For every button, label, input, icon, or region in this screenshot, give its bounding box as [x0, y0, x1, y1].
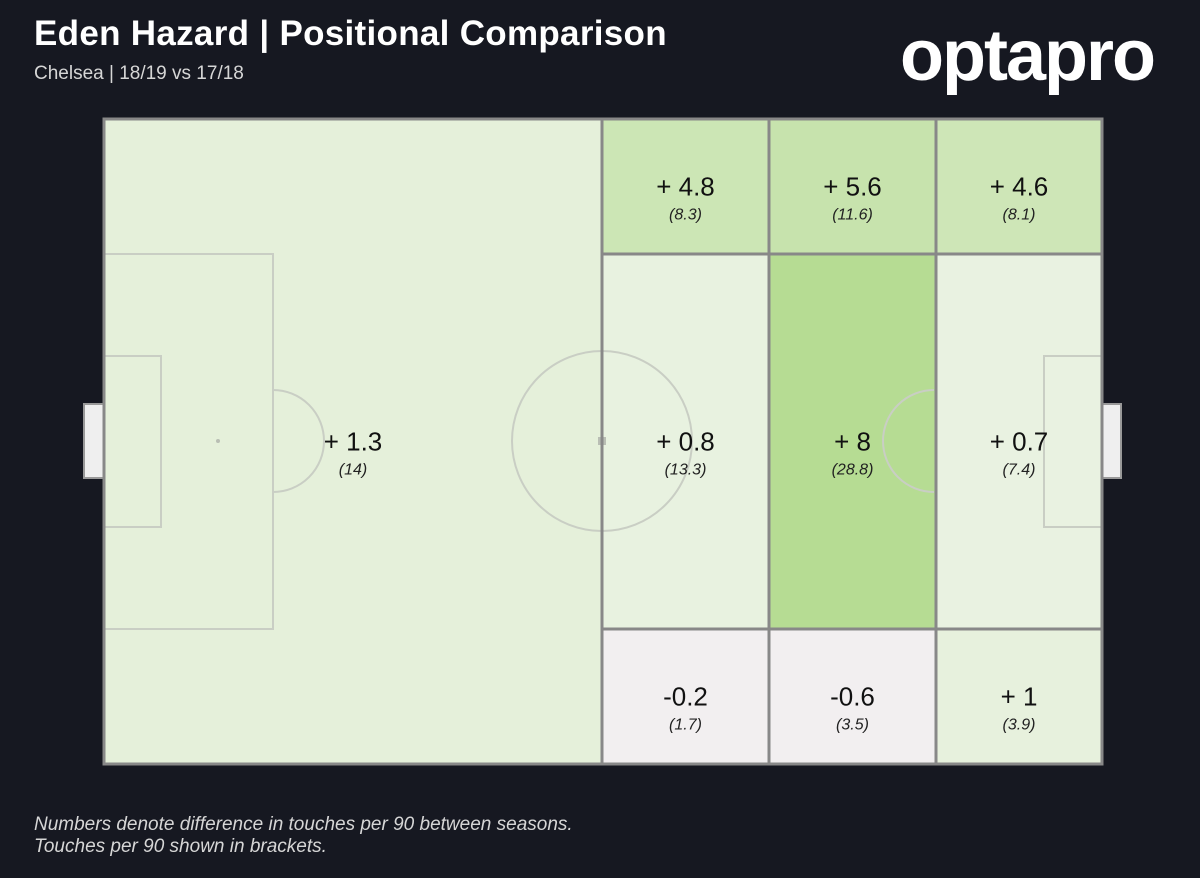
chart-subtitle: Chelsea | 18/19 vs 17/18 [34, 63, 244, 84]
zone-right-top [936, 119, 1102, 254]
left-penalty-spot [216, 439, 220, 443]
left-penalty-arc [272, 389, 325, 493]
zone-touches-left-mid-bottom: (1.7) [669, 717, 702, 734]
zone-touches-right-bottom: (3.9) [1003, 717, 1036, 734]
chart-title: Eden Hazard | Positional Comparison [34, 14, 667, 53]
zone-center-bottom [769, 629, 936, 764]
zone-touches-right-center: (7.4) [1003, 462, 1036, 479]
zone-left-mid-bottom [602, 629, 769, 764]
zone-right-center [936, 254, 1102, 629]
zone-value-left-mid-top: + 4.8 [656, 172, 715, 202]
left-goal [83, 403, 105, 479]
zone-value-right-top: + 4.6 [990, 172, 1049, 202]
zone-touches-center-bottom: (3.5) [836, 717, 869, 734]
zone-value-right-bottom: + 1 [1001, 682, 1038, 712]
zone-own-half [104, 119, 602, 764]
right-penalty-arc [882, 389, 935, 493]
zone-value-center-center: + 8 [834, 427, 871, 457]
footnote-line-1: Numbers denote difference in touches per… [34, 814, 573, 835]
zone-value-left-mid-bottom: -0.2 [663, 682, 708, 712]
optapro-logo: optapro [900, 16, 1156, 96]
zone-touches-left-mid-top: (8.3) [669, 207, 702, 224]
zone-value-right-center: + 0.7 [990, 427, 1049, 457]
zone-right-bottom [936, 629, 1102, 764]
right-goal [1101, 403, 1122, 479]
zone-center-top [769, 119, 936, 254]
zone-center-center [769, 254, 936, 629]
zone-value-left-mid-center: + 0.8 [656, 427, 715, 457]
zone-touches-center-top: (11.6) [832, 207, 873, 224]
zone-value-center-top: + 5.6 [823, 172, 882, 202]
zone-touches-right-top: (8.1) [1003, 207, 1036, 224]
zone-touches-own-half: (14) [339, 462, 367, 479]
labels-layer: + 1.3 (14) + 4.8 (8.3) + 5.6 (11.6) + 4.6 (8.1)… [324, 172, 1049, 734]
zone-touches-center-center: (28.8) [832, 462, 874, 479]
zone-touches-left-mid-center: (13.3) [665, 462, 707, 479]
footnote: Numbers denote difference in touches per… [34, 814, 573, 858]
zone-value-center-bottom: -0.6 [830, 682, 875, 712]
zone-left-mid-top [602, 119, 769, 254]
zone-left-mid-center [602, 254, 769, 629]
pitch-outline [102, 117, 1104, 766]
zone-value-own-half: + 1.3 [324, 427, 383, 457]
zone-grid [600, 119, 1102, 764]
footnote-line-2: Touches per 90 shown in brackets. [34, 836, 327, 857]
zones-layer [104, 119, 1102, 764]
